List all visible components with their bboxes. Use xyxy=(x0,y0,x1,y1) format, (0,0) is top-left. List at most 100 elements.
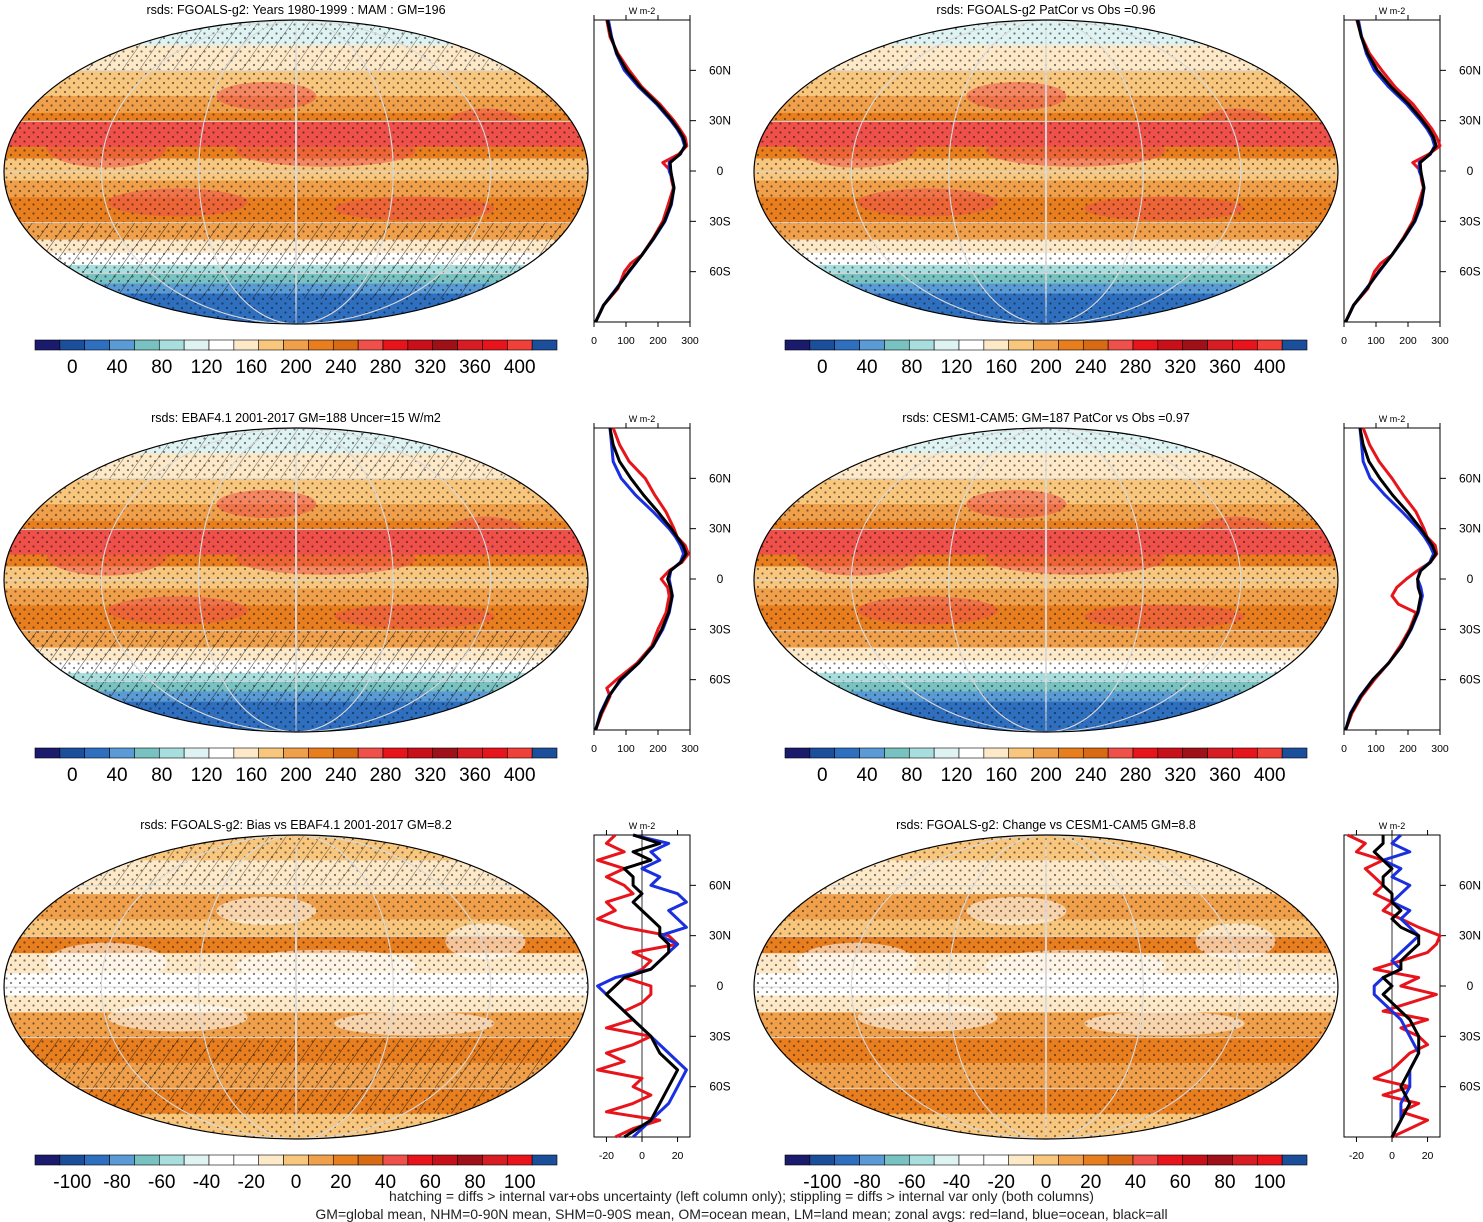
colorbar-swatch xyxy=(884,339,910,351)
colorbar-swatch xyxy=(59,747,86,759)
colorbar-swatch xyxy=(859,339,885,351)
colorbar-swatch xyxy=(109,1154,135,1166)
colorbar-tick-label: 240 xyxy=(1075,357,1107,378)
colorbar-swatch xyxy=(357,747,384,759)
footer-hatching-note: hatching = diffs > internal var+obs unce… xyxy=(389,1188,1094,1204)
colorbar-swatch xyxy=(233,1154,260,1166)
colorbar-swatch xyxy=(1008,1154,1034,1166)
map xyxy=(753,834,1339,1140)
colorbar-swatch xyxy=(308,339,334,351)
colorbar-swatch xyxy=(1207,1154,1233,1166)
graticule-lon xyxy=(295,835,297,1139)
colorbar-tick-label: 160 xyxy=(985,357,1017,378)
colorbar-swatch xyxy=(1058,747,1084,759)
colorbar-tick-label: 200 xyxy=(280,765,312,786)
colorbar-tick-label: 200 xyxy=(1030,765,1062,786)
colorbar-tick-label: 120 xyxy=(191,765,223,786)
colorbar-swatch xyxy=(1033,1154,1059,1166)
zonal-x-tick-label: 300 xyxy=(1431,335,1449,347)
colorbar-swatch xyxy=(183,747,210,759)
colorbar-swatch xyxy=(183,339,210,351)
colorbar-swatch xyxy=(134,339,160,351)
colorbar-swatch xyxy=(834,339,860,351)
colorbar-swatch xyxy=(1207,339,1233,351)
zonal-unit-label: W m-2 xyxy=(629,821,656,831)
zonal-x-tick-label: 300 xyxy=(681,335,699,347)
zonal-lat-tick-label: 60N xyxy=(709,471,731,485)
colorbar-tick-label: 0 xyxy=(67,357,78,378)
zonal-x-tick-label: 0 xyxy=(639,1150,645,1162)
footer-legend-note: GM=global mean, NHM=0-90N mean, SHM=0-90… xyxy=(315,1206,1168,1222)
zonal-plot: 0 100 200 300 60N 30N 0 30S 60S W m-2 xyxy=(591,414,731,755)
colorbar-swatch xyxy=(208,339,235,351)
zonal-lat-tick-label: 60S xyxy=(709,673,730,687)
colorbar-tick-label: 280 xyxy=(370,357,402,378)
zonal-lat-tick-label: 30S xyxy=(709,214,730,228)
colorbar-tick-label: 360 xyxy=(459,357,491,378)
colorbar-swatch xyxy=(933,1154,960,1166)
colorbar-tick-label: 100 xyxy=(504,1172,536,1193)
colorbar-swatch xyxy=(784,747,811,759)
graticule-lon xyxy=(100,835,492,1139)
colorbar-swatch xyxy=(809,747,836,759)
zonal-series-all xyxy=(594,19,687,323)
panel-title: rsds: EBAF4.1 2001-2017 GM=188 Uncer=15 … xyxy=(151,411,441,425)
colorbar: 0 40 80 120 160 200 240 280 320 360 400 xyxy=(34,339,558,378)
colorbar-swatch xyxy=(531,339,558,351)
zonal-x-tick-label: 200 xyxy=(1399,743,1417,755)
colorbar-tick-label: 120 xyxy=(191,357,223,378)
colorbar-tick-label: 0 xyxy=(1041,1172,1052,1193)
colorbar-tick-label: 360 xyxy=(1209,357,1241,378)
graticule-lon xyxy=(1045,835,1047,1139)
colorbar-tick-label: 280 xyxy=(370,765,402,786)
colorbar-swatch xyxy=(233,339,260,351)
colorbar-swatch xyxy=(809,339,836,351)
colorbar-swatch xyxy=(208,747,235,759)
zonal-series-all xyxy=(604,833,680,1139)
map xyxy=(753,19,1339,325)
map-border xyxy=(3,19,589,325)
panel-title: rsds: FGOALS-g2: Bias vs EBAF4.1 2001-20… xyxy=(140,818,452,832)
colorbar-swatch xyxy=(1082,339,1109,351)
colorbar-swatch xyxy=(482,1154,508,1166)
colorbar-swatch xyxy=(1033,339,1059,351)
graticule-lon xyxy=(100,428,492,732)
colorbar-swatch xyxy=(158,747,185,759)
panel-4: rsds: CESM1-CAM5: GM=187 PatCor vs Obs =… xyxy=(753,411,1481,786)
zonal-x-tick-label: 300 xyxy=(1431,743,1449,755)
graticule-lon xyxy=(850,835,1242,1139)
colorbar-swatch xyxy=(1157,1154,1184,1166)
zonal-unit-label: W m-2 xyxy=(629,414,656,424)
stippling xyxy=(754,20,1338,324)
colorbar-swatch xyxy=(1232,747,1258,759)
colorbar-tick-label: -60 xyxy=(148,1172,175,1193)
colorbar-tick-label: 320 xyxy=(1164,765,1196,786)
zonal-plot: 0 100 200 300 60N 30N 0 30S 60S W m-2 xyxy=(591,6,731,347)
colorbar-swatch xyxy=(233,747,260,759)
colorbar-tick-label: 0 xyxy=(817,765,828,786)
colorbar-swatch xyxy=(357,1154,384,1166)
colorbar-tick-label: 240 xyxy=(325,765,357,786)
colorbar-swatch xyxy=(1182,1154,1208,1166)
graticule-lon xyxy=(850,20,1242,324)
hatching xyxy=(4,20,588,71)
colorbar-tick-label: 60 xyxy=(1170,1172,1191,1193)
zonal-series-all xyxy=(1344,427,1438,731)
colorbar-swatch xyxy=(531,747,558,759)
zonal-lat-tick-label: 0 xyxy=(717,979,724,993)
colorbar-tick-label: 240 xyxy=(325,357,357,378)
graticule-lon xyxy=(198,428,394,732)
zonal-x-tick-label: 100 xyxy=(617,335,635,347)
zonal-lat-tick-label: 60S xyxy=(1459,265,1480,279)
colorbar-swatch xyxy=(432,747,458,759)
colorbar-tick-label: 160 xyxy=(235,357,267,378)
colorbar-swatch xyxy=(457,339,483,351)
colorbar-swatch xyxy=(908,747,935,759)
panel-title: rsds: CESM1-CAM5: GM=187 PatCor vs Obs =… xyxy=(902,411,1190,425)
colorbar-tick-label: 80 xyxy=(1214,1172,1235,1193)
graticule-lon xyxy=(1045,428,1047,732)
zonal-x-tick-label: 100 xyxy=(617,743,635,755)
colorbar-swatch xyxy=(908,1154,935,1166)
zonal-x-tick-label: 0 xyxy=(591,335,597,347)
